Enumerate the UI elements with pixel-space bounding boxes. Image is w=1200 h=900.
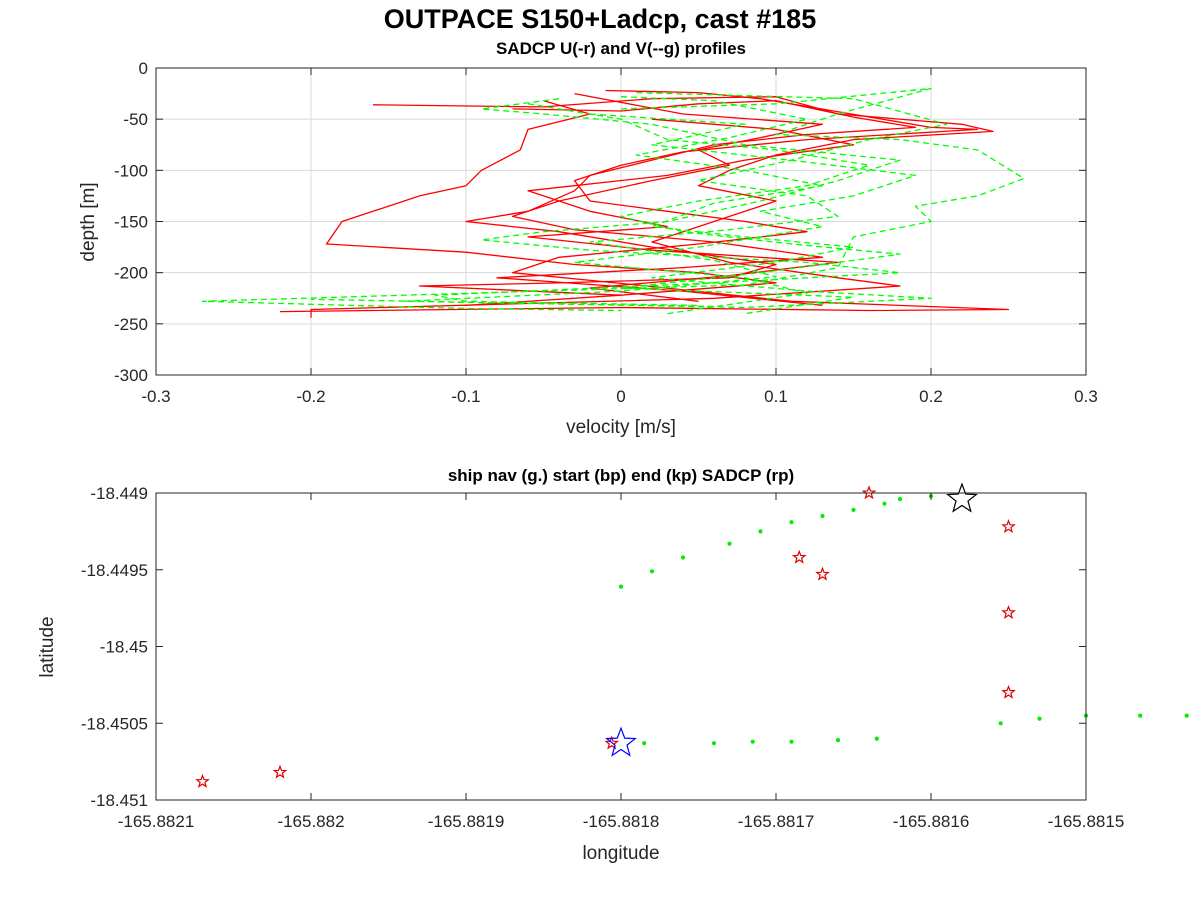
- ship-nav-point: [649, 569, 655, 574]
- ship-nav-point: [642, 741, 647, 746]
- profiles-ytick-label: -250: [114, 315, 148, 334]
- v-profile-line: [573, 113, 917, 315]
- sadcp-point-star: [604, 735, 620, 750]
- profiles-xtick-label: -0.3: [141, 387, 170, 406]
- ship-nav-point: [680, 555, 686, 560]
- v-profile-line: [434, 98, 901, 307]
- nav-ytick-label: -18.451: [90, 791, 148, 810]
- ship-nav-point: [789, 520, 794, 525]
- profiles-xtick-label: 0.2: [919, 387, 943, 406]
- nav-marks: [195, 482, 1189, 788]
- profiles-ytick-label: -300: [114, 366, 148, 385]
- profiles-xticks: -0.3 -0.2 -0.1 0 0.1 0.2 0.3: [141, 68, 1098, 406]
- sadcp-point-star: [1001, 605, 1016, 619]
- ship-nav-point: [851, 507, 856, 512]
- nav-title: ship nav (g.) start (bp) end (kp) SADCP …: [448, 466, 794, 485]
- ship-nav-point: [998, 721, 1003, 726]
- v-profile-line: [201, 87, 1025, 312]
- ship-nav-point: [618, 584, 624, 589]
- ship-nav-point: [835, 738, 841, 743]
- nav-xtick-label: -165.8816: [893, 812, 970, 831]
- ship-nav-point: [882, 501, 887, 506]
- nav-ytick-label: -18.4505: [81, 714, 148, 733]
- nav-xtick-label: -165.8817: [738, 812, 815, 831]
- nav-ytick-label: -18.449: [90, 484, 148, 503]
- ship-nav-point: [874, 736, 879, 741]
- sadcp-point-star: [195, 773, 210, 788]
- nav-ytick-label: -18.4495: [81, 561, 148, 580]
- u-profile-line: [325, 100, 777, 307]
- nav-xtick-label: -165.8819: [428, 812, 505, 831]
- nav-plot-area: [156, 493, 1086, 800]
- v-profile-line: [310, 96, 932, 309]
- profiles-ytick-label: -50: [123, 110, 148, 129]
- sadcp-point-star: [861, 485, 877, 500]
- profiles-panel: SADCP U(-r) and V(--g) profiles -0.3 -0.2…: [78, 39, 1098, 438]
- ship-nav-point: [1184, 713, 1189, 718]
- ship-nav-point: [820, 513, 825, 519]
- ship-nav-point: [711, 741, 717, 746]
- nav-yticks: -18.449 -18.4495 -18.45 -18.4505 -18.451: [81, 484, 1086, 810]
- nav-xtick-label: -165.8818: [583, 812, 660, 831]
- profiles-ytick-label: -200: [114, 264, 148, 283]
- figure-title: OUTPACE S150+Ladcp, cast #185: [384, 4, 816, 34]
- u-profile-line: [279, 89, 1010, 313]
- profiles-title: SADCP U(-r) and V(--g) profiles: [496, 39, 746, 58]
- ship-nav-point: [789, 739, 794, 744]
- nav-xtick-label: -165.8821: [118, 812, 195, 831]
- sadcp-point-star: [1001, 684, 1016, 699]
- sadcp-point-star: [272, 764, 288, 779]
- profiles-ytick-label: -100: [114, 161, 148, 180]
- start-marker-star: [605, 726, 637, 757]
- ship-nav-point: [1138, 713, 1143, 718]
- profiles-xlabel: velocity [m/s]: [566, 417, 676, 438]
- nav-xticks: -165.8821 -165.882 -165.8819 -165.8818 -165.…: [118, 493, 1125, 831]
- profiles-ytick-label: 0: [139, 59, 148, 78]
- profiles-xtick-label: -0.2: [296, 387, 325, 406]
- profiles-ylabel: depth [m]: [78, 182, 99, 261]
- nav-xlabel: longitude: [582, 843, 659, 864]
- end-marker-star: [946, 482, 978, 513]
- profiles-ytick-label: -150: [114, 213, 148, 232]
- profiles-xtick-label: 0: [616, 387, 625, 406]
- v-profile-line: [403, 91, 948, 308]
- profiles-lines: [201, 87, 1025, 318]
- nav-xtick-label: -165.8815: [1048, 812, 1125, 831]
- sadcp-point-star: [791, 549, 807, 564]
- sadcp-point-star: [1001, 519, 1016, 534]
- ship-nav-point: [750, 739, 755, 744]
- nav-ylabel: latitude: [37, 616, 58, 677]
- v-profile-line: [527, 103, 901, 315]
- nav-panel: ship nav (g.) start (bp) end (kp) SADCP …: [37, 466, 1189, 864]
- profiles-xtick-label: -0.1: [451, 387, 480, 406]
- profiles-yticks: 0 -50 -100 -150 -200 -250 -300: [114, 59, 1086, 385]
- ship-nav-point: [1037, 716, 1042, 721]
- ship-nav-point: [727, 541, 732, 546]
- profiles-xtick-label: 0.1: [764, 387, 788, 406]
- ship-nav-point: [758, 529, 763, 534]
- ship-nav-point: [897, 497, 903, 502]
- profiles-xtick-label: 0.3: [1074, 387, 1098, 406]
- nav-ytick-label: -18.45: [100, 638, 148, 657]
- nav-xtick-label: -165.882: [277, 812, 344, 831]
- u-profile-line: [496, 92, 824, 307]
- sadcp-point-star: [815, 566, 830, 581]
- u-profile-line: [310, 96, 994, 318]
